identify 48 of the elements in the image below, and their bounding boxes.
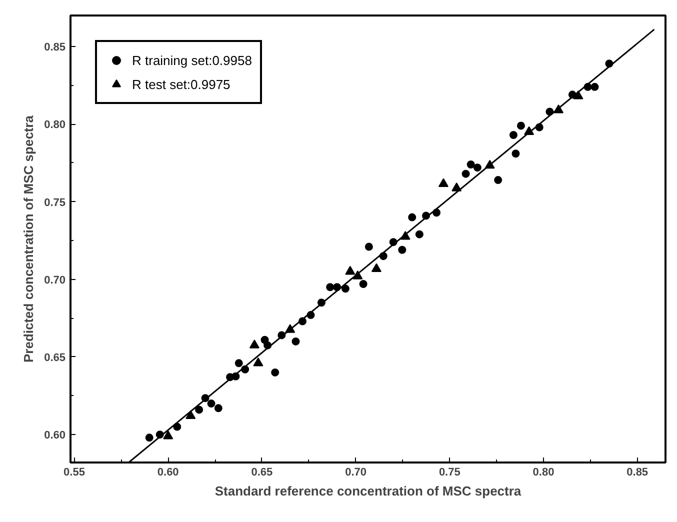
point	[371, 263, 382, 272]
point	[516, 122, 525, 130]
point	[494, 176, 502, 184]
point	[452, 182, 462, 192]
point	[359, 280, 368, 288]
point	[462, 170, 470, 178]
point	[466, 160, 475, 168]
y-tick-label: 0.85	[44, 42, 66, 54]
y-axis-title: Predicted concentration of MSC spectra	[21, 114, 36, 363]
point	[292, 337, 300, 346]
point	[573, 90, 584, 100]
point	[345, 266, 356, 275]
point	[214, 404, 222, 412]
point	[438, 178, 448, 187]
x-tick-label: 0.70	[345, 466, 367, 478]
y-tick-label: 0.70	[44, 274, 66, 286]
y-tick-label: 0.60	[44, 430, 66, 442]
point	[326, 283, 334, 292]
x-tick-label: 0.55	[64, 466, 85, 478]
point	[249, 340, 260, 348]
point	[163, 430, 174, 440]
point	[207, 400, 216, 408]
point	[145, 434, 154, 442]
legend-label: R training set:0.9958	[132, 52, 252, 68]
legend-label: R test set:0.9975	[132, 76, 230, 92]
point	[398, 246, 406, 254]
x-tick-label: 0.65	[251, 466, 273, 478]
point	[195, 406, 204, 414]
x-tick-label: 0.80	[532, 466, 554, 478]
point	[341, 284, 350, 293]
x-axis-title: Standard reference concentration of MSC spectra	[214, 484, 522, 498]
point	[473, 164, 482, 172]
x-tick-label: 0.75	[438, 466, 460, 478]
point	[253, 357, 264, 366]
point	[415, 230, 424, 238]
y-tick-label: 0.75	[44, 196, 66, 209]
point	[186, 410, 196, 420]
y-tick-label: 0.65	[44, 352, 66, 364]
point	[271, 368, 280, 376]
x-tick-label: 0.60	[157, 466, 179, 478]
point	[364, 242, 373, 251]
point	[234, 359, 243, 368]
point	[408, 213, 416, 222]
point	[509, 131, 518, 140]
point	[590, 82, 599, 91]
x-tick-label: 0.85	[626, 466, 648, 478]
point	[512, 150, 520, 158]
y-tick-label: 0.80	[44, 119, 66, 132]
